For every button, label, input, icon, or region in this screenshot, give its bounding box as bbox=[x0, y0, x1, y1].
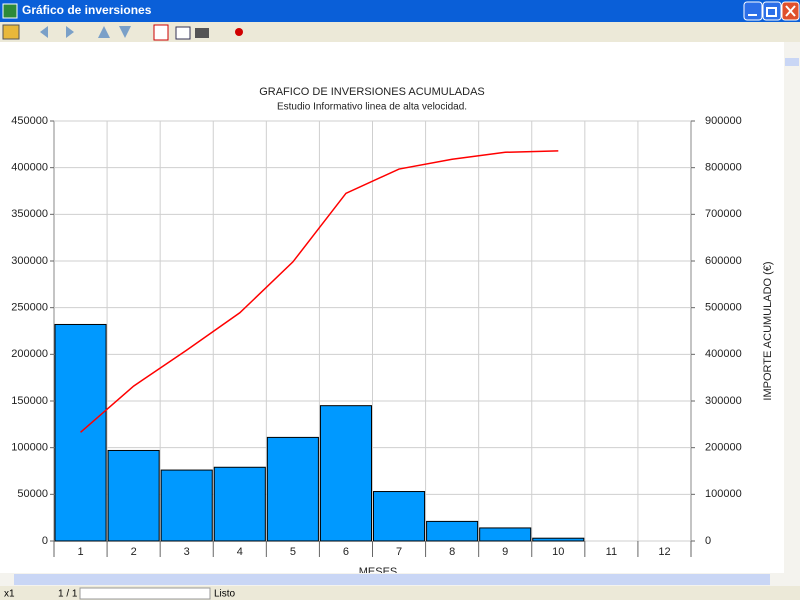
chart-subtitle: Estudio Informativo linea de alta veloci… bbox=[277, 102, 467, 113]
nav-up-down[interactable] bbox=[98, 26, 131, 38]
bar bbox=[479, 527, 532, 542]
chart: GRAFICO DE INVERSIONES ACUMULADAS Estudi… bbox=[11, 86, 774, 578]
x-tick-label: 7 bbox=[396, 546, 402, 558]
bar bbox=[213, 466, 266, 542]
y-tick-label: 450000 bbox=[11, 115, 48, 127]
y2-tick-label: 0 bbox=[705, 535, 711, 547]
vertical-scroll-thumb[interactable] bbox=[785, 58, 799, 66]
y2-tick-label: 600000 bbox=[705, 255, 742, 267]
status-zoom: x1 bbox=[4, 589, 15, 600]
bar bbox=[373, 491, 426, 542]
y-tick-label: 50000 bbox=[17, 488, 48, 500]
bar bbox=[160, 469, 213, 542]
x-tick-label: 11 bbox=[606, 546, 617, 558]
cumulative-line bbox=[80, 150, 559, 433]
horizontal-scroll-thumb[interactable] bbox=[14, 574, 770, 585]
minimize-button[interactable] bbox=[743, 1, 763, 21]
y2-tick-label: 700000 bbox=[705, 208, 742, 220]
nav-prev-next[interactable] bbox=[40, 26, 74, 38]
page-slider[interactable] bbox=[79, 587, 211, 600]
window-button-glyphs bbox=[748, 5, 796, 17]
y2-tick-label: 100000 bbox=[705, 488, 742, 500]
pdf-button[interactable] bbox=[153, 24, 169, 41]
window-title: Gráfico de inversiones bbox=[22, 3, 152, 17]
y-tick-label: 0 bbox=[42, 535, 48, 547]
x-tick-label: 10 bbox=[552, 546, 564, 558]
x-tick-label: 8 bbox=[449, 546, 455, 558]
x-tick-label: 6 bbox=[343, 546, 349, 558]
toolbar bbox=[0, 22, 800, 42]
vertical-scrollbar[interactable] bbox=[784, 42, 800, 573]
x-tick-label: 4 bbox=[237, 546, 243, 558]
title-bar bbox=[0, 0, 800, 22]
y2-tick-label: 200000 bbox=[705, 442, 742, 454]
y-tick-label: 150000 bbox=[11, 395, 48, 407]
y2-tick-label: 800000 bbox=[705, 162, 742, 174]
print-button[interactable] bbox=[195, 28, 209, 38]
bar bbox=[532, 537, 585, 542]
y2-tick-label: 400000 bbox=[705, 348, 742, 360]
y-tick-label: 300000 bbox=[11, 255, 48, 267]
y-tick-label: 100000 bbox=[11, 442, 48, 454]
x-tick-label: 3 bbox=[184, 546, 190, 558]
y2-tick-label: 300000 bbox=[705, 395, 742, 407]
app-icon bbox=[2, 3, 18, 19]
export-button[interactable] bbox=[175, 26, 191, 40]
y-tick-label: 350000 bbox=[11, 208, 48, 220]
bar bbox=[319, 405, 372, 542]
status-page: 1 / 1 bbox=[58, 589, 78, 600]
x-tick-label: 2 bbox=[131, 546, 137, 558]
bar bbox=[54, 323, 107, 542]
y2-tick-label: 500000 bbox=[705, 302, 742, 314]
y2-tick-label: 900000 bbox=[705, 115, 742, 127]
x-tick-label: 9 bbox=[502, 546, 508, 558]
bar bbox=[107, 449, 160, 542]
bar bbox=[266, 436, 319, 542]
open-button[interactable] bbox=[2, 24, 20, 40]
y-tick-label: 400000 bbox=[11, 162, 48, 174]
x-tick-label: 1 bbox=[77, 546, 83, 558]
status-state: Listo bbox=[214, 589, 236, 600]
record-button[interactable] bbox=[235, 28, 243, 36]
x-tick-label: 12 bbox=[658, 546, 670, 558]
maximize-button[interactable] bbox=[762, 1, 782, 21]
y-tick-label: 250000 bbox=[11, 302, 48, 314]
bar bbox=[426, 520, 479, 542]
chart-title: GRAFICO DE INVERSIONES ACUMULADAS bbox=[259, 86, 485, 98]
y-tick-label: 200000 bbox=[11, 348, 48, 360]
x-tick-label: 5 bbox=[290, 546, 296, 558]
y2-axis-label: IMPORTE ACUMULADO (€) bbox=[762, 261, 774, 400]
